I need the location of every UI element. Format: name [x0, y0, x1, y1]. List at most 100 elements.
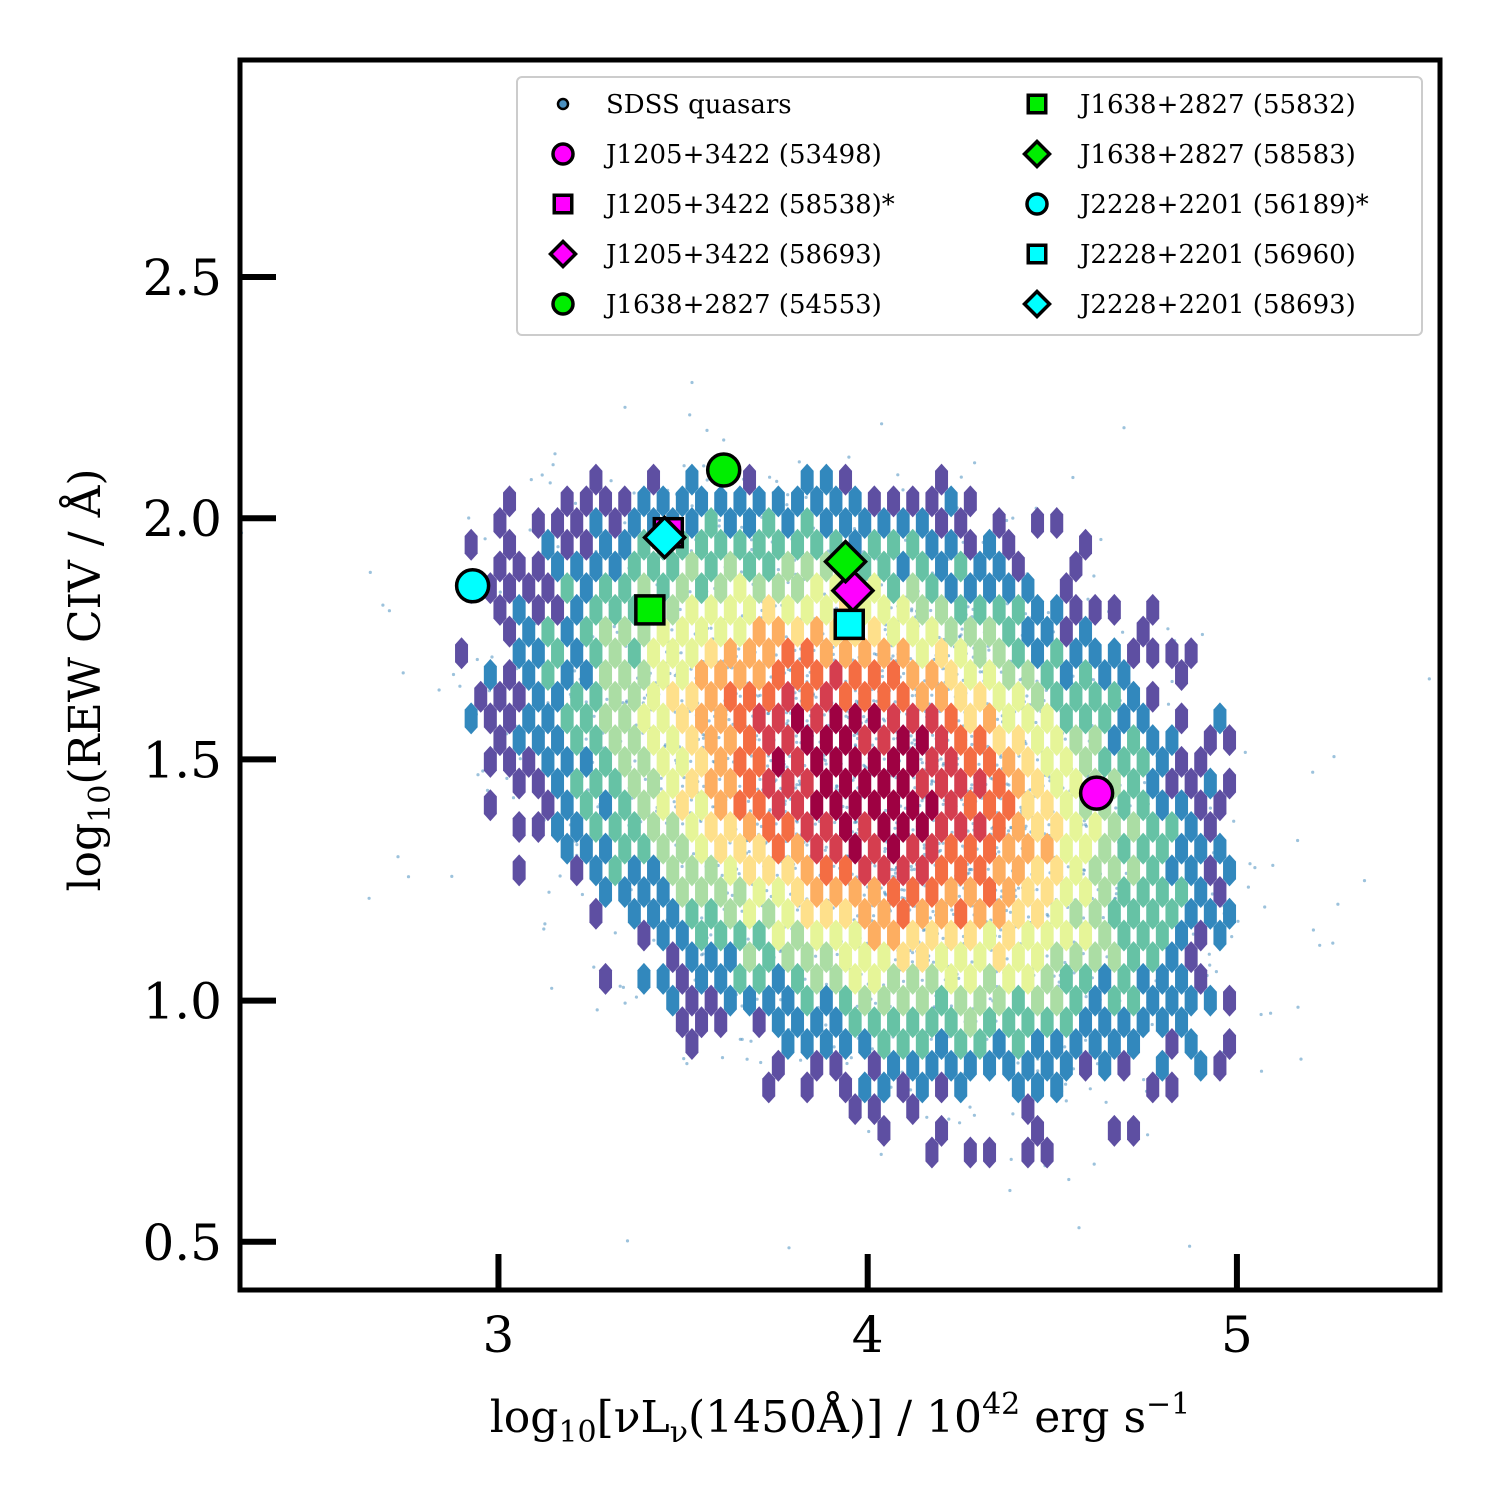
hexbin-cell: [1088, 1028, 1102, 1060]
sdss-point: [958, 1121, 962, 1125]
hexbin-cell: [570, 593, 584, 626]
hexbin-cell: [819, 593, 833, 626]
hexbin-cell: [1050, 984, 1064, 1017]
hexbin-cell: [656, 745, 670, 778]
sdss-point: [847, 455, 851, 459]
hexbin-cell: [877, 810, 891, 843]
hexbin-cell: [512, 724, 526, 757]
sdss-point: [689, 759, 693, 764]
hexbin-cell: [963, 832, 977, 865]
hexbin-cell: [887, 832, 901, 865]
hexbin-cell: [666, 637, 680, 670]
hexbin-cell: [560, 615, 574, 648]
hexbin-cell: [810, 876, 824, 909]
hexbin-cell: [848, 832, 862, 865]
hexbin-cell: [1184, 1028, 1198, 1060]
hexbin-cell: [1165, 941, 1179, 974]
sdss-point: [700, 916, 704, 920]
hexbin-cell: [983, 702, 997, 735]
sdss-point: [1142, 1078, 1146, 1082]
hexbin-cell: [685, 854, 699, 887]
hexbin-cell: [1050, 854, 1064, 887]
hexbin-cell: [618, 702, 632, 735]
sdss-point: [485, 788, 490, 793]
hexbin-cell: [867, 962, 881, 995]
hexbin-cell: [1117, 789, 1131, 822]
data-point-circle-7: [454, 568, 491, 604]
hexbin-cell: [493, 507, 507, 540]
hexbin-cell: [1011, 897, 1025, 930]
hexbin-cell: [1175, 745, 1189, 778]
hexbin-cell: [1059, 745, 1073, 778]
hexbin-cell: [656, 659, 670, 691]
sdss-point: [1121, 630, 1125, 634]
hexbin-cell: [935, 550, 949, 583]
hexbin-cell: [723, 854, 737, 887]
hexbin-cell: [1098, 919, 1112, 952]
sdss-point: [1077, 1226, 1081, 1230]
hexbin-cell: [666, 680, 680, 713]
sdss-point: [880, 422, 884, 426]
sdss-point: [1067, 1177, 1071, 1182]
sdss-point: [883, 849, 887, 854]
sdss-point: [1332, 755, 1336, 759]
sdss-point: [621, 701, 625, 705]
hexbin-cell: [781, 550, 795, 583]
hexbin-cell: [656, 789, 670, 822]
hexbin-cell: [1031, 637, 1045, 670]
sdss-point: [518, 757, 522, 761]
sdss-point: [970, 960, 974, 964]
sdss-point: [682, 464, 686, 468]
sdss-point: [786, 719, 790, 723]
sdss-point: [643, 777, 648, 782]
hexbin-cell: [618, 832, 632, 865]
sdss-point: [737, 647, 741, 651]
sdss-point: [797, 779, 802, 783]
hexbin-cell: [733, 789, 747, 822]
hexbin-cell: [983, 789, 997, 822]
hexbin-cell: [1021, 615, 1035, 648]
hexbin-cell: [579, 615, 593, 648]
hexbin-cell: [695, 615, 709, 648]
legend-label: J2228+2201 (56960): [1077, 240, 1356, 270]
hexbin-cell: [983, 1006, 997, 1039]
sdss-point: [995, 717, 1000, 722]
hexbin-cell: [829, 485, 843, 518]
hexbin-cell: [733, 659, 747, 691]
hexbin-cell: [541, 528, 555, 561]
sdss-point: [999, 670, 1004, 674]
hexbin-cell: [791, 572, 805, 605]
hexbin-cell: [723, 507, 737, 540]
sdss-point: [794, 786, 798, 790]
hexbin-cell: [896, 941, 910, 974]
hexbin-cell: [1223, 984, 1237, 1017]
hexbin-cell: [858, 941, 872, 974]
sdss-point: [1122, 426, 1126, 430]
hexbin-cell: [906, 962, 920, 995]
hexbin-cell: [541, 745, 555, 778]
hexbin-cell: [810, 919, 824, 952]
sdss-point: [450, 874, 454, 879]
hexbin-cell: [1069, 1028, 1083, 1060]
sdss-point: [688, 590, 692, 594]
sdss-point: [930, 693, 934, 697]
hexbin-cell: [493, 680, 507, 713]
sdss-point: [1081, 916, 1086, 920]
hexbin-cell: [1059, 659, 1073, 691]
hexbin-cell: [762, 767, 776, 800]
hexbin-cell: [791, 962, 805, 995]
hexbin-cell: [1059, 572, 1073, 605]
hexbin-cell: [599, 832, 613, 865]
hexbin-cell: [1040, 832, 1054, 865]
plot-frame: [237, 57, 1443, 1293]
hexbin-cell: [1069, 810, 1083, 843]
sdss-point: [785, 503, 789, 507]
hexbin-cell: [992, 507, 1006, 540]
hexbin-cell: [714, 1006, 728, 1039]
hexbin-cell: [781, 724, 795, 757]
sdss-point: [1063, 1045, 1067, 1049]
sdss-point: [758, 693, 762, 697]
hexbin-cell: [877, 593, 891, 626]
hexbin-cell: [1127, 680, 1141, 713]
sdss-point: [867, 1129, 871, 1134]
